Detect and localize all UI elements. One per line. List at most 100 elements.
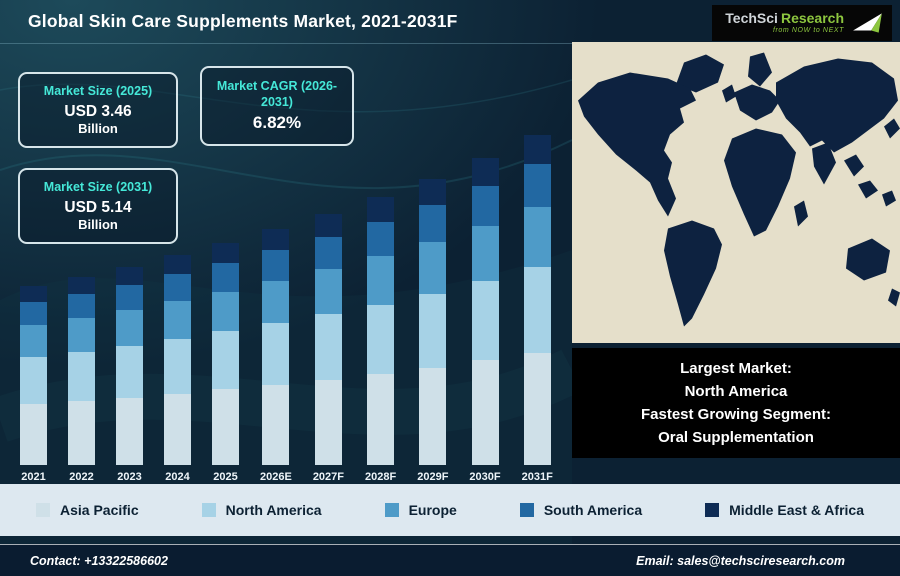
- bar-segment-asia-pacific: [262, 384, 290, 465]
- bar-column: 2023: [116, 266, 143, 484]
- highlight-line: North America: [684, 383, 788, 400]
- legend-swatch: [201, 503, 216, 517]
- bar-column: 2028F: [365, 197, 396, 484]
- stat-value: USD 5.14: [64, 198, 132, 216]
- bar-segment-south-america: [20, 301, 47, 326]
- bar-column: 2030F: [469, 158, 501, 484]
- stat-value: USD 3.46: [64, 102, 132, 120]
- legend-label: Europe: [408, 502, 457, 518]
- bar-column: 2027F: [313, 214, 344, 484]
- legend-label: South America: [543, 502, 643, 518]
- stat-label: Market Size (2031): [43, 180, 153, 195]
- bar-segment-north-america: [367, 304, 395, 374]
- bar-segment-south-america: [68, 293, 95, 319]
- bar-segment-middle-east-africa: [212, 242, 239, 263]
- bar-segment-europe: [262, 280, 290, 324]
- logo-tagline: from NOW to NEXT: [772, 26, 844, 34]
- bar-stack: [212, 242, 239, 465]
- bar-segment-north-america: [314, 314, 342, 380]
- bar-column: 2029F: [417, 179, 448, 484]
- bar-segment-south-america: [523, 163, 551, 207]
- highlight-line: Largest Market:: [680, 360, 792, 377]
- bar-stack: [367, 197, 395, 465]
- bar-column: 2031F: [522, 135, 553, 484]
- bar-column: 2021: [20, 285, 47, 484]
- contact-email: Email: sales@techsciresearch.com: [636, 553, 845, 568]
- legend-label: Middle East & Africa: [729, 502, 864, 518]
- bar-segment-south-america: [471, 185, 499, 226]
- stat-value: 6.82%: [252, 113, 302, 133]
- legend-swatch: [384, 503, 399, 517]
- legend-item: North America: [201, 502, 322, 518]
- bar-segment-europe: [523, 206, 551, 267]
- bar-segment-europe: [116, 310, 143, 347]
- legend-item: Asia Pacific: [36, 502, 139, 518]
- legend-item: South America: [519, 502, 643, 518]
- bar-stack: [314, 214, 342, 465]
- bar-segment-middle-east-africa: [116, 266, 143, 285]
- bar-segment-south-america: [419, 205, 447, 243]
- bar-segment-north-america: [523, 266, 551, 353]
- stat-unit: Billion: [78, 216, 118, 232]
- stat-label: Market CAGR (2026-2031): [216, 78, 338, 109]
- bar-segment-south-america: [262, 249, 290, 281]
- contact-phone: Contact: +13322586602: [30, 553, 168, 568]
- bar-year-label: 2025: [213, 471, 238, 483]
- bar-segment-asia-pacific: [314, 379, 342, 465]
- bar-year-label: 2026E: [260, 471, 292, 483]
- legend-item: Middle East & Africa: [705, 502, 864, 518]
- bar-segment-middle-east-africa: [367, 197, 395, 222]
- bar-segment-asia-pacific: [68, 400, 95, 465]
- bar-stack: [164, 255, 191, 465]
- bar-segment-north-america: [20, 357, 47, 404]
- market-highlight-box: Largest Market: North America Fastest Gr…: [572, 348, 900, 458]
- bar-segment-middle-east-africa: [262, 228, 290, 250]
- bar-segment-europe: [164, 301, 191, 340]
- world-map: [572, 42, 900, 343]
- bar-column: 2022: [68, 276, 95, 484]
- bar-segment-middle-east-africa: [314, 214, 342, 237]
- bar-segment-asia-pacific: [367, 373, 395, 465]
- bar-segment-south-america: [212, 262, 239, 292]
- legend: Asia Pacific North America Europe South Ame…: [0, 484, 900, 536]
- stat-box-market-cagr: Market CAGR (2026-2031) 6.82%: [200, 66, 354, 146]
- bar-year-label: 2030F: [469, 471, 501, 483]
- techsci-logo: TechSci Research from NOW to NEXT: [712, 5, 892, 41]
- logo-brand-primary: TechSci: [725, 10, 778, 27]
- bar-column: 2024: [164, 255, 191, 484]
- bar-segment-asia-pacific: [164, 393, 191, 465]
- logo-arrow-icon: [853, 13, 882, 33]
- bar-segment-north-america: [68, 352, 95, 401]
- bar-segment-north-america: [116, 346, 143, 398]
- stat-label: Market Size (2025): [43, 84, 153, 99]
- bar-stack: [68, 276, 95, 465]
- bar-segment-middle-east-africa: [164, 255, 191, 274]
- header: Global Skin Care Supplements Market, 202…: [0, 0, 572, 44]
- bar-segment-south-america: [164, 273, 191, 302]
- bar-segment-middle-east-africa: [68, 276, 95, 294]
- bar-segment-europe: [212, 291, 239, 332]
- bar-segment-asia-pacific: [523, 352, 551, 465]
- bar-stack: [471, 158, 499, 465]
- bar-segment-north-america: [212, 331, 239, 390]
- bar-column: 2025: [212, 242, 239, 484]
- logo-brand-secondary: Research: [780, 10, 844, 27]
- page-title: Global Skin Care Supplements Market, 202…: [28, 11, 458, 31]
- bar-segment-north-america: [471, 280, 499, 361]
- logo-brand: TechSci Research: [725, 11, 844, 26]
- legend-swatch: [519, 503, 534, 517]
- legend-item: Europe: [384, 502, 457, 518]
- bar-segment-south-america: [367, 221, 395, 257]
- bar-year-label: 2029F: [417, 471, 449, 483]
- bar-year-label: 2022: [69, 471, 94, 483]
- bar-stack: [262, 228, 290, 465]
- world-map-graphic: [578, 52, 900, 327]
- legend-label: Asia Pacific: [60, 502, 139, 518]
- bar-year-label: 2028F: [365, 471, 397, 483]
- legend-label: North America: [225, 502, 322, 518]
- bar-segment-asia-pacific: [471, 360, 499, 465]
- legend-swatch: [36, 503, 50, 517]
- bar-segment-south-america: [116, 284, 143, 311]
- bar-year-label: 2027F: [312, 471, 345, 483]
